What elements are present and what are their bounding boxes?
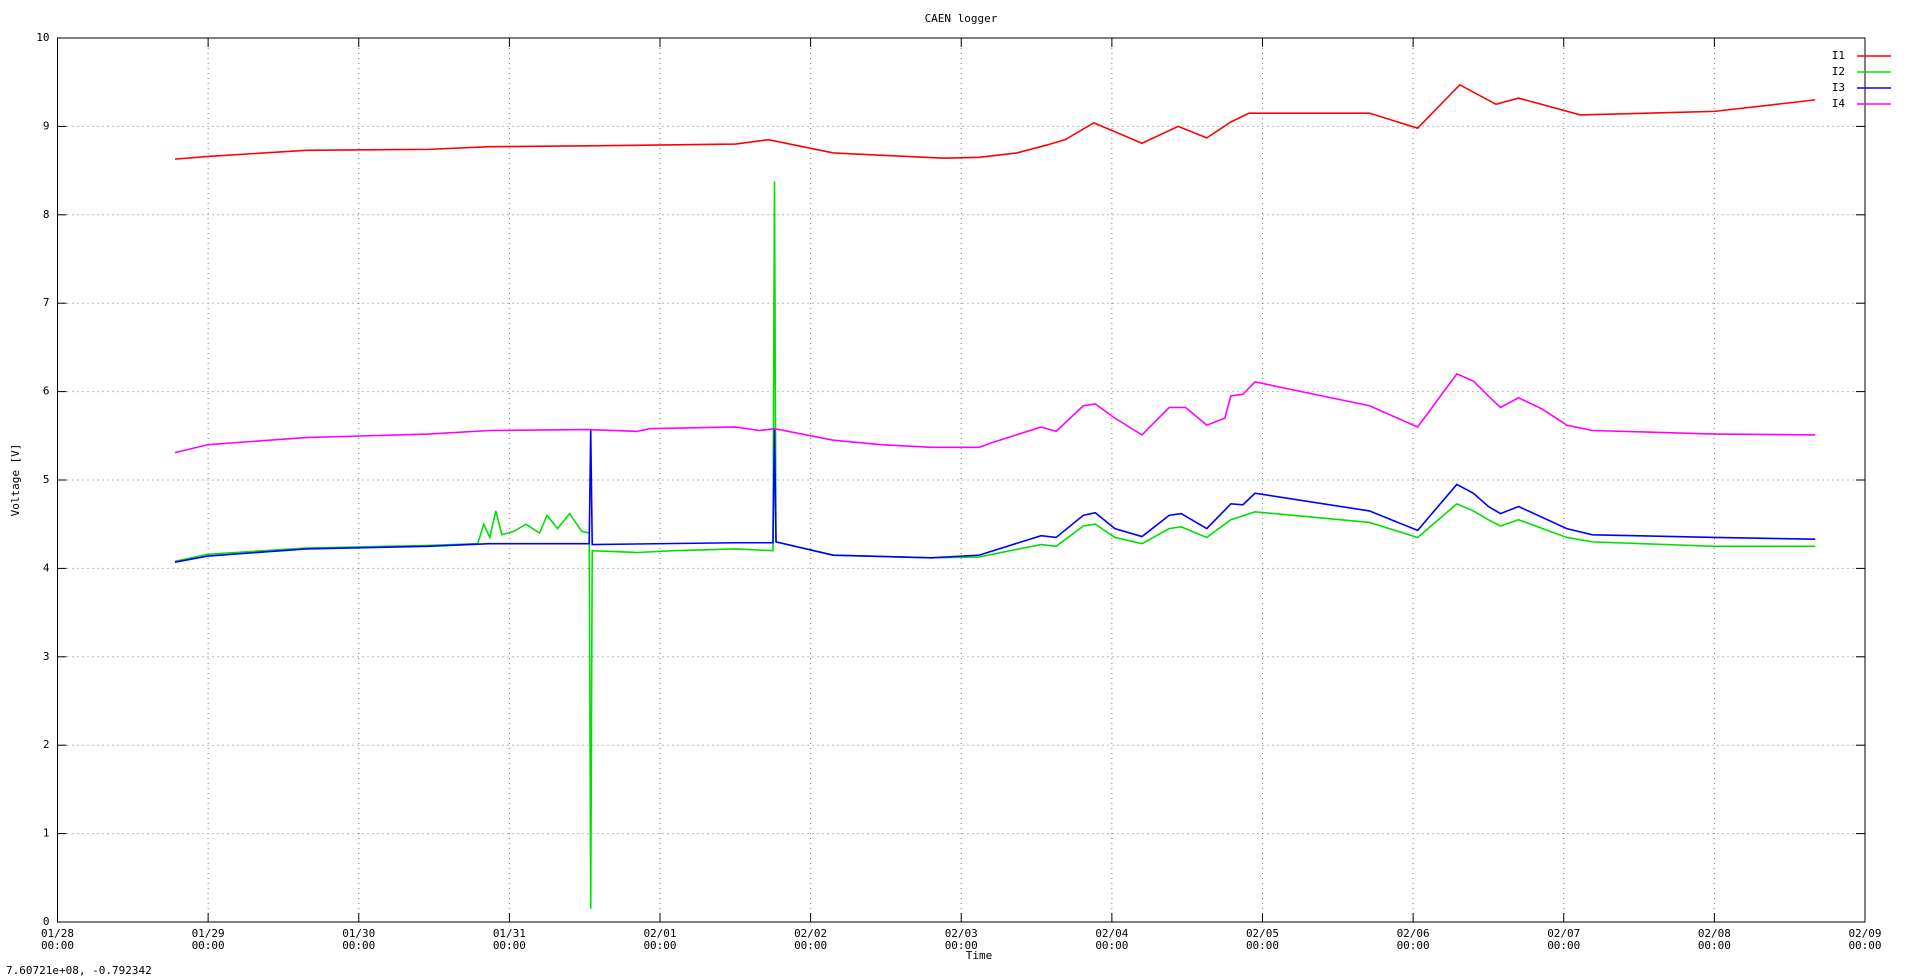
x-tick-label: 01/30 00:00: [342, 927, 375, 952]
x-tick-label: 02/02 00:00: [794, 927, 827, 952]
x-tick-label: 02/03 00:00: [945, 927, 978, 952]
status-text: 7.60721e+08, -0.792342: [6, 964, 152, 977]
y-tick-label: 10: [36, 31, 49, 44]
chart-title: CAEN logger: [925, 12, 998, 25]
x-tick-label: 01/29 00:00: [192, 927, 225, 952]
series-line: [174, 372, 1816, 454]
y-tick-label: 0: [43, 915, 50, 928]
x-tick-label: 02/05 00:00: [1246, 927, 1279, 952]
x-tick-label: 02/08 00:00: [1698, 927, 1731, 952]
x-tick-label: 01/31 00:00: [493, 927, 526, 952]
x-tick-label: 02/01 00:00: [643, 927, 676, 952]
x-tick-label: 01/28 00:00: [41, 927, 74, 952]
legend-label: I4: [1832, 97, 1846, 110]
y-tick-label: 1: [43, 827, 50, 840]
x-tick-label: 02/09 00:00: [1848, 927, 1881, 952]
legend-label: I3: [1832, 81, 1845, 94]
y-tick-label: 2: [43, 738, 50, 751]
y-tick-label: 6: [43, 385, 50, 398]
y-tick-label: 4: [43, 561, 50, 574]
series-line: [174, 83, 1816, 160]
y-tick-label: 5: [43, 473, 50, 486]
y-tick-label: 7: [43, 296, 50, 309]
x-axis-label: Time: [966, 949, 993, 962]
x-tick-label: 02/04 00:00: [1095, 927, 1128, 952]
y-tick-label: 9: [43, 119, 50, 132]
legend-label: I2: [1832, 65, 1845, 78]
legend-label: I1: [1832, 49, 1845, 62]
y-axis-label: Voltage [V]: [9, 444, 22, 517]
x-tick-label: 02/06 00:00: [1397, 927, 1430, 952]
series-line: [174, 429, 1816, 563]
x-tick-label: 02/07 00:00: [1547, 927, 1580, 952]
series-line: [174, 181, 1816, 909]
y-tick-label: 3: [43, 650, 50, 663]
y-tick-label: 8: [43, 208, 50, 221]
plot-border: [57, 37, 1866, 923]
